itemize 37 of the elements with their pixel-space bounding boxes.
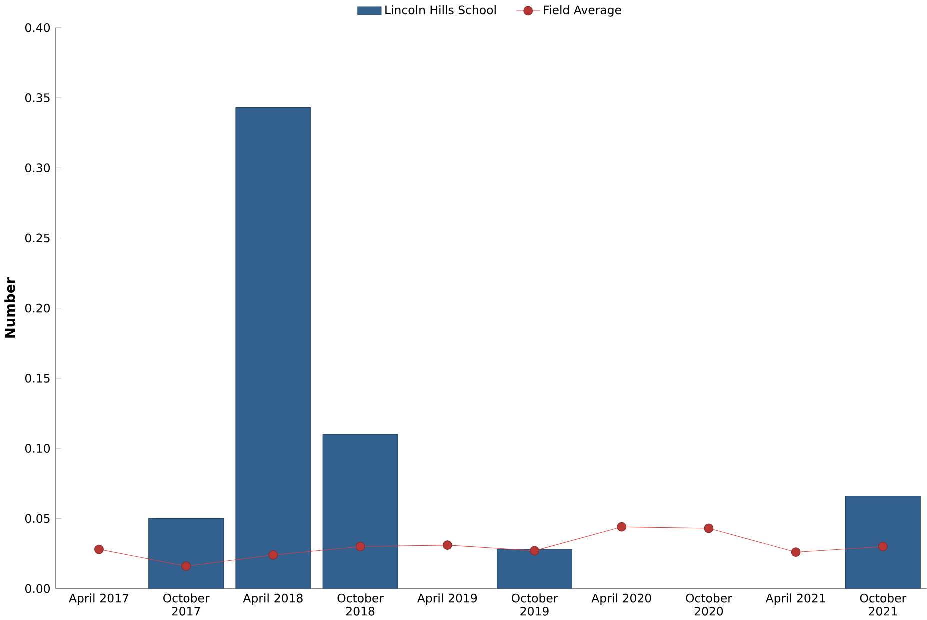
point (530, 546, 540, 556)
y-tick-label: 0.30 (26, 163, 50, 172)
point (704, 524, 714, 533)
y-tick-label: 0.00 (26, 584, 50, 594)
x-tick-label: October 2017 (164, 593, 210, 616)
y-tick-label: 0.25 (26, 234, 50, 242)
point (442, 540, 452, 550)
y-tick-label: 0.10 (26, 444, 50, 453)
x-tick-label: April 2021 (766, 593, 826, 605)
bar (322, 434, 398, 589)
y-axis-title: Number (4, 277, 16, 338)
bar (236, 107, 312, 589)
point (356, 542, 366, 552)
x-tick-label: October 2019 (512, 593, 558, 616)
bar (148, 518, 224, 589)
point (268, 550, 278, 560)
point (791, 547, 801, 557)
x-tick-label: October 2020 (686, 593, 732, 616)
x-tick-label: October 2021 (860, 593, 907, 616)
x-tick-label: April 2018 (243, 593, 303, 605)
legend-label: Lincoln Hills School (386, 5, 496, 14)
x-tick-label: October 2018 (338, 593, 384, 616)
y-tick-label: 0.20 (26, 304, 50, 313)
y-tick-label: 0.35 (26, 93, 50, 102)
point (878, 542, 888, 552)
y-tick-label: 0.15 (26, 374, 50, 383)
bar (497, 549, 572, 589)
point (182, 561, 192, 571)
point (94, 544, 104, 554)
x-tick-label: April 2019 (417, 593, 478, 605)
y-tick-label: 0.40 (26, 23, 50, 32)
y-tick-label: 0.05 (26, 514, 50, 523)
x-tick-label: April 2020 (592, 593, 652, 605)
legend-label: Field Average (544, 5, 622, 17)
point (617, 522, 627, 532)
x-tick-label: April 2017 (69, 593, 128, 605)
bar (845, 496, 921, 589)
